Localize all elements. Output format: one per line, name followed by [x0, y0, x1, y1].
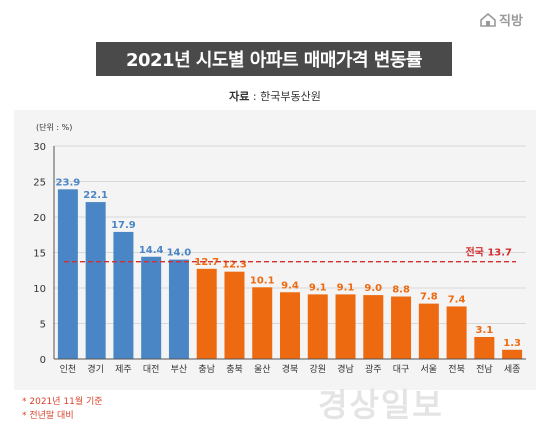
x-tick-label: 부산	[171, 364, 188, 375]
data-label: 7.4	[448, 294, 466, 305]
x-tick-label: 세종	[504, 364, 521, 375]
data-label: 17.9	[111, 220, 136, 231]
source-line: 자료 : 한국부동산원	[0, 88, 550, 104]
data-label: 22.1	[83, 190, 108, 201]
y-tick-label: 20	[33, 213, 46, 224]
zigbang-logo: 직방	[480, 10, 523, 29]
x-tick-label: 서울	[421, 364, 438, 375]
x-tick-label: 충북	[226, 364, 243, 375]
y-tick-label: 10	[33, 284, 46, 295]
bar	[196, 268, 217, 359]
bar	[335, 294, 356, 359]
bar	[307, 294, 328, 359]
data-label: 12.7	[194, 257, 219, 268]
bar	[252, 287, 273, 359]
y-tick-label: 15	[33, 249, 46, 260]
data-label: 8.8	[392, 285, 410, 296]
data-label: 9.1	[309, 282, 327, 293]
y-tick-label: 5	[40, 320, 46, 331]
data-label: 14.4	[139, 245, 164, 256]
bar	[474, 336, 495, 359]
data-label: 9.0	[364, 283, 382, 294]
x-tick-label: 제주	[115, 364, 132, 375]
data-label: 23.9	[56, 177, 81, 188]
data-label: 3.1	[475, 325, 493, 336]
x-tick-label: 대구	[393, 364, 410, 375]
x-tick-label: 전남	[476, 364, 493, 375]
watermark: 경상일보	[318, 386, 444, 424]
bar	[113, 231, 134, 359]
x-tick-label: 인천	[60, 364, 77, 375]
bar	[168, 259, 189, 359]
bar	[141, 256, 162, 359]
reference-label: 전국 13.7	[465, 246, 512, 259]
x-tick-label: 대전	[143, 364, 160, 375]
x-tick-label: 울산	[254, 364, 271, 375]
bar	[57, 189, 78, 359]
x-tick-label: 충남	[198, 364, 215, 375]
bar	[85, 202, 106, 359]
chart-panel: (단위 : %) 0 5 10 15 20 25 30 23.9 인천 22.1 경기 17.9 제주 14…	[14, 110, 536, 390]
footnote-date: * 2021년 11월 기준	[22, 397, 103, 407]
y-tick-label: 30	[33, 142, 46, 153]
data-label: 9.4	[281, 280, 299, 291]
x-tick-label: 경북	[282, 363, 299, 375]
data-label: 9.1	[337, 282, 355, 293]
chart-title: 2021년 시도별 아파트 매매가격 변동률	[96, 42, 452, 76]
bar	[224, 271, 245, 359]
bar	[363, 295, 384, 359]
source-label: 자료	[229, 90, 250, 103]
footnote-basis: * 전년말 대비	[22, 411, 74, 421]
data-label: 1.3	[503, 338, 521, 349]
source-separator: :	[249, 90, 261, 103]
unit-label: (단위 : %)	[36, 122, 72, 132]
x-tick-label: 경남	[337, 363, 354, 375]
data-label: 10.1	[250, 275, 275, 286]
bar	[280, 292, 300, 359]
bar	[418, 303, 439, 359]
bar	[446, 306, 467, 359]
logo-text: 직방	[499, 14, 523, 29]
x-tick-label: 강원	[309, 364, 326, 375]
bar-chart: (단위 : %) 0 5 10 15 20 25 30 23.9 인천 22.1 경기 17.9 제주 14…	[33, 122, 526, 375]
data-label: 14.0	[167, 248, 192, 259]
house-icon	[480, 12, 496, 27]
x-tick-label: 광주	[365, 363, 382, 375]
data-label: 12.3	[222, 260, 247, 271]
bar	[391, 296, 412, 359]
bar	[502, 349, 523, 359]
x-tick-label: 전북	[448, 364, 465, 375]
data-label: 7.8	[420, 292, 438, 303]
y-tick-label: 0	[40, 355, 46, 366]
x-tick-label: 경기	[87, 363, 104, 375]
y-tick-label: 25	[33, 178, 46, 189]
source-value: 한국부동산원	[260, 90, 321, 103]
